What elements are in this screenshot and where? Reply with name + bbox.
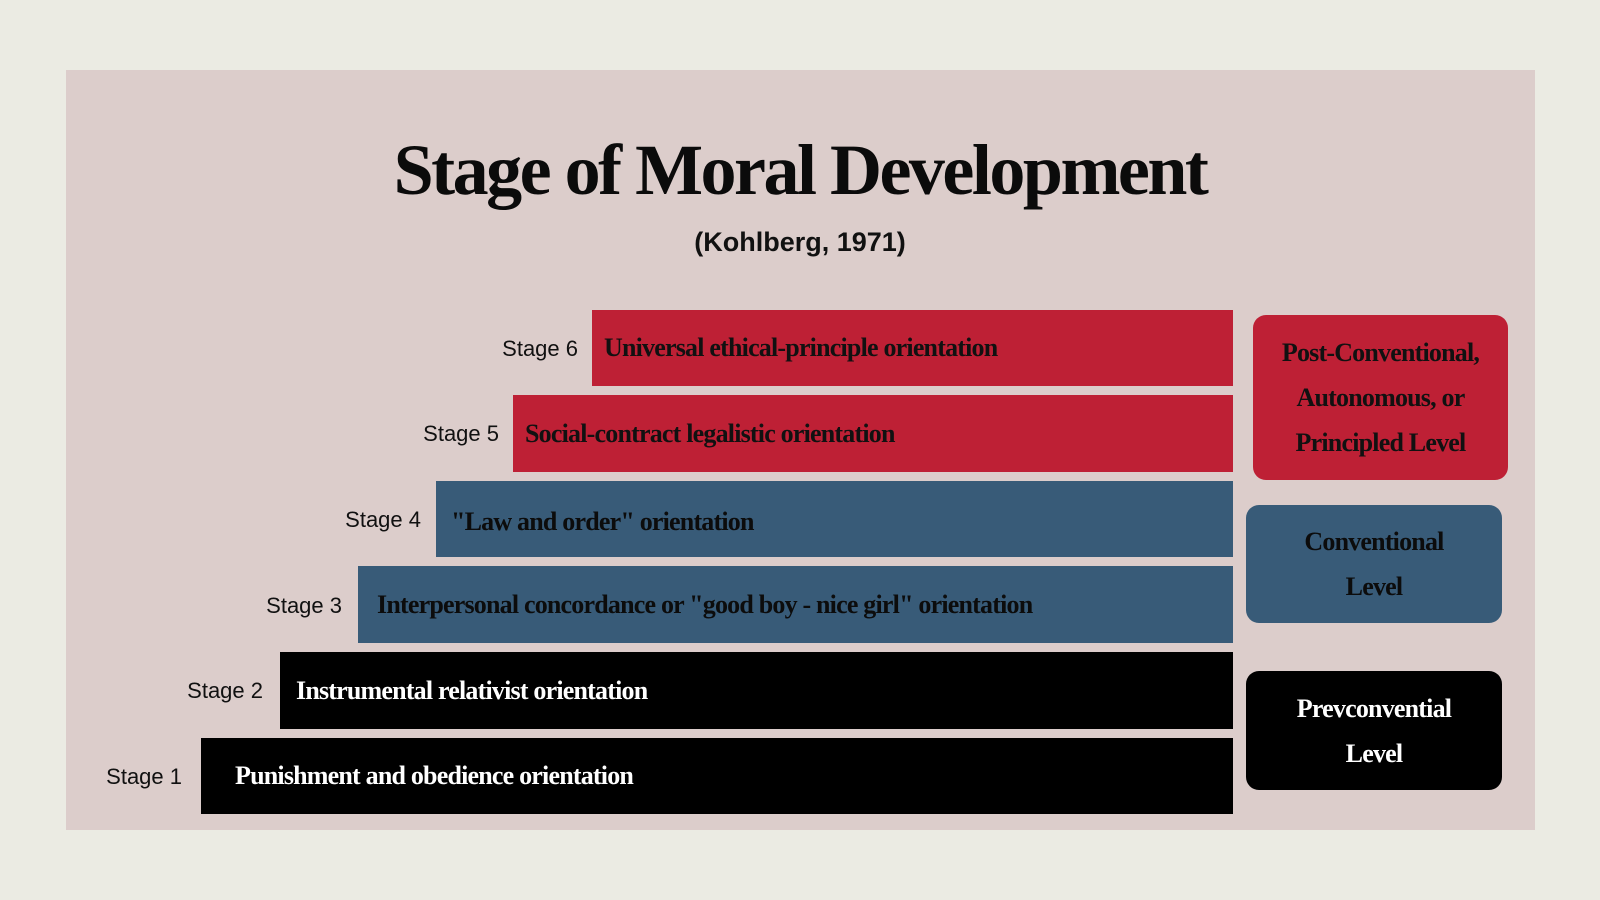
level-line: Autonomous, or <box>1296 383 1466 412</box>
stage-3-bar: Interpersonal concordance or "good boy -… <box>358 566 1233 643</box>
stage-6-label: Stage 6 <box>502 336 578 361</box>
stage-6-bar: Universal ethical-principle orientation <box>592 310 1233 386</box>
stage-5-bar: Social-contract legalistic orientation <box>513 395 1233 472</box>
citation-subtitle: (Kohlberg, 1971) <box>694 227 906 257</box>
stage-4-bar: "Law and order" orientation <box>436 481 1233 557</box>
stage-2-description: Instrumental relativist orientation <box>296 675 648 705</box>
stage-3-label: Stage 3 <box>266 593 342 618</box>
stage-5-description: Social-contract legalistic orientation <box>525 418 895 448</box>
stage-6-description: Universal ethical-principle orientation <box>604 333 998 362</box>
stage-2-label: Stage 2 <box>187 678 263 703</box>
level-line: Post-Conventional, <box>1281 338 1480 367</box>
stage-1-bar: Punishment and obedience orientation <box>201 738 1233 814</box>
page-title: Stage of Moral Development <box>393 130 1209 210</box>
stage-5-label: Stage 5 <box>423 421 499 446</box>
level-line: Level <box>1345 738 1403 768</box>
level-line: Principled Level <box>1295 428 1467 457</box>
stage-1-label: Stage 1 <box>106 764 182 789</box>
conventional-level-box: Conventional Level <box>1246 505 1502 623</box>
stage-2-bar: Instrumental relativist orientation <box>280 652 1233 729</box>
preconventional-level-box: Prevconvential Level <box>1246 671 1502 790</box>
post-conventional-level-box: Post-Conventional, Autonomous, or Princi… <box>1253 315 1508 480</box>
level-line: Conventional <box>1304 527 1444 556</box>
level-line: Prevconvential <box>1296 693 1452 723</box>
stage-3-description: Interpersonal concordance or "good boy -… <box>377 589 1033 619</box>
stage-1-description: Punishment and obedience orientation <box>235 761 634 790</box>
stage-4-label: Stage 4 <box>345 507 421 532</box>
stage-4-description: "Law and order" orientation <box>451 507 754 536</box>
level-line: Level <box>1345 572 1403 601</box>
